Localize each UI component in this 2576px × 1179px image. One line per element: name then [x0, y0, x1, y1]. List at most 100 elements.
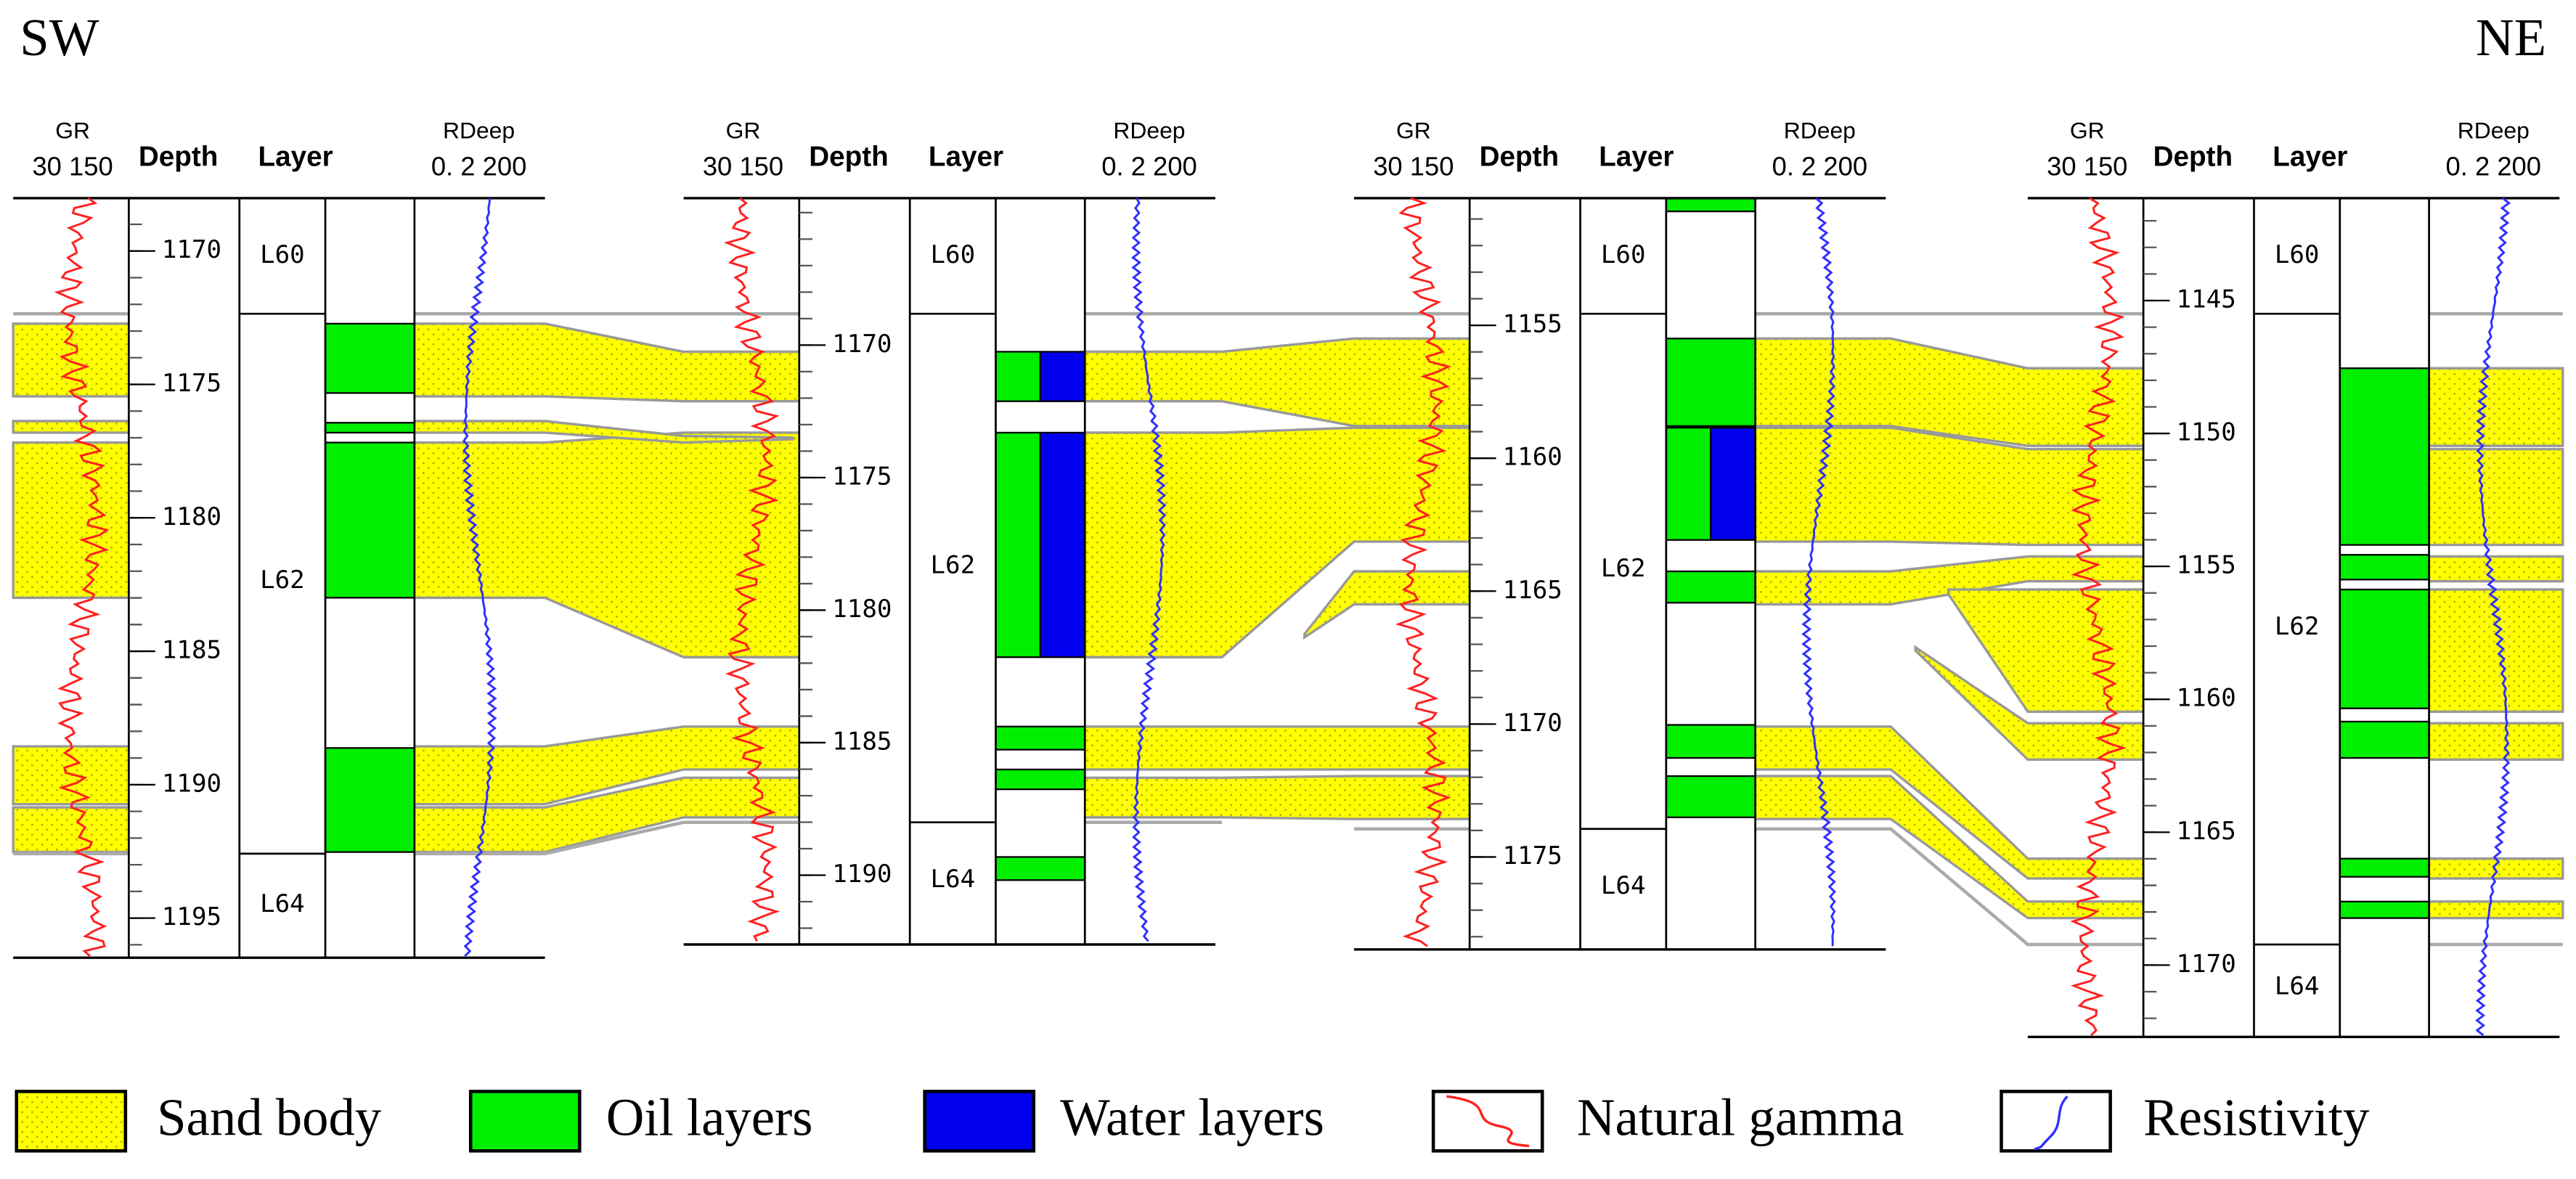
oil-layer — [995, 725, 1086, 751]
oil-layer — [1665, 775, 1756, 818]
depth-label: 1155 — [1503, 310, 1562, 339]
depth-label: 1170 — [832, 330, 892, 359]
layer-header: Layer — [2273, 142, 2347, 173]
depth-label: 1155 — [2177, 551, 2236, 580]
oil-layer — [2339, 857, 2430, 878]
oil-layer — [1665, 426, 1712, 541]
resistivity-curve — [1801, 197, 1836, 947]
oil-layer — [2339, 367, 2430, 546]
oil-layer — [324, 441, 416, 599]
layer-label: L60 — [931, 240, 976, 269]
oil-layer — [1665, 197, 1756, 213]
gr-label: GR — [2070, 117, 2105, 143]
legend-label: Resistivity — [2143, 1088, 2370, 1146]
layer-label: L62 — [1601, 554, 1646, 583]
depth-header: Depth — [1480, 142, 1560, 173]
oil-layer — [2339, 720, 2430, 759]
rdeep-label: RDeep — [2458, 117, 2530, 143]
legend-swatch — [15, 1090, 128, 1153]
oil-layer — [995, 856, 1086, 881]
resistivity-curve — [2475, 197, 2511, 1037]
resistivity-curve — [1131, 197, 1167, 942]
rdeep-range: 0. 2 200 — [431, 152, 526, 181]
wells: 1170 1175 1180 1185 1190 1195 L60 L62 L64 GR 30 15… — [13, 117, 2560, 1039]
rdeep-label: RDeep — [1113, 117, 1185, 143]
layer-label: L62 — [260, 566, 305, 595]
gr-label: GR — [726, 117, 761, 143]
legend-gamma-icon — [1446, 1095, 1530, 1148]
layer-label: L60 — [260, 240, 305, 269]
well: 1155 1160 1165 1170 1175 L60 L62 L64 GR 30 150 Dep… — [1353, 117, 1886, 951]
rdeep-range: 0. 2 200 — [1101, 152, 1197, 181]
depth-label: 1170 — [1503, 709, 1562, 738]
depth-label: 1175 — [1503, 841, 1562, 870]
oil-layer — [2339, 900, 2430, 919]
oil-layer — [995, 351, 1041, 402]
legend-resistivity-icon — [2034, 1096, 2068, 1151]
well: 1170 1175 1180 1185 1190 L60 L62 L64 GR 30 150 Dep… — [683, 117, 1215, 946]
depth-header: Depth — [139, 142, 219, 173]
depth-label: 1175 — [832, 462, 892, 491]
oil-layer — [995, 431, 1041, 658]
legend-swatch — [923, 1090, 1036, 1153]
layer-label: L60 — [2275, 240, 2320, 269]
legend: Sand body Oil layers Water layers Natural g… — [15, 1088, 2370, 1153]
water-layer — [1710, 426, 1756, 541]
depth-label: 1160 — [1503, 443, 1562, 472]
layer-label: L64 — [1601, 871, 1646, 900]
layer-header: Layer — [258, 142, 333, 173]
legend-label: Natural gamma — [1577, 1088, 1904, 1146]
layer-label: L64 — [2275, 972, 2320, 1001]
layer-label: L64 — [260, 889, 305, 918]
water-layer — [1039, 431, 1086, 658]
depth-header: Depth — [809, 142, 889, 173]
well: 1145 1150 1155 1160 1165 1170 L60 L62 L64 GR 30 15… — [2027, 117, 2560, 1039]
depth-label: 1150 — [2177, 418, 2236, 447]
oil-layer — [1665, 724, 1756, 759]
oil-layer — [1665, 338, 1756, 427]
depth-label: 1165 — [1503, 576, 1562, 605]
legend-label: Oil layers — [606, 1088, 813, 1146]
rdeep-label: RDeep — [1784, 117, 1856, 143]
gamma-curve — [2070, 197, 2127, 1037]
gamma-curve — [723, 197, 780, 942]
rdeep-range: 0. 2 200 — [1772, 152, 1867, 181]
depth-label: 1145 — [2177, 285, 2236, 314]
layer-header: Layer — [929, 142, 1003, 173]
depth-label: 1165 — [2177, 817, 2236, 846]
layer-label: L62 — [2275, 612, 2320, 641]
rdeep-label: RDeep — [443, 117, 515, 143]
gr-range: 30 150 — [1373, 152, 1454, 181]
oil-layer — [324, 747, 416, 853]
well: 1170 1175 1180 1185 1190 1195 L60 L62 L64 GR 30 15… — [13, 117, 545, 959]
oil-layer — [324, 422, 416, 434]
water-layer — [1039, 351, 1086, 402]
depth-label: 1190 — [162, 769, 221, 798]
depth-label: 1175 — [162, 369, 221, 398]
left-direction: SW — [20, 8, 99, 67]
depth-label: 1195 — [162, 902, 221, 931]
oil-layer — [2339, 554, 2430, 581]
layer-label: L64 — [931, 865, 976, 894]
depth-header: Depth — [2153, 142, 2233, 173]
legend-swatch — [468, 1090, 582, 1153]
resistivity-curve — [462, 197, 497, 957]
oil-layer — [324, 322, 416, 394]
depth-label: 1180 — [162, 502, 221, 531]
gr-label: GR — [55, 117, 90, 143]
depth-label: 1170 — [162, 235, 221, 264]
layer-label: L62 — [931, 551, 976, 580]
legend-label: Sand body — [157, 1088, 382, 1146]
gamma-curve — [1395, 197, 1452, 947]
gamma-curve — [54, 197, 110, 958]
right-direction: NE — [2476, 8, 2546, 67]
depth-label: 1160 — [2177, 684, 2236, 713]
depth-label: 1185 — [832, 727, 892, 756]
gr-range: 30 150 — [703, 152, 783, 181]
legend-label: Water layers — [1060, 1088, 1324, 1146]
layer-label: L60 — [1601, 240, 1646, 269]
oil-layer — [2339, 588, 2430, 709]
layer-header: Layer — [1599, 142, 1674, 173]
gr-range: 30 150 — [32, 152, 113, 181]
